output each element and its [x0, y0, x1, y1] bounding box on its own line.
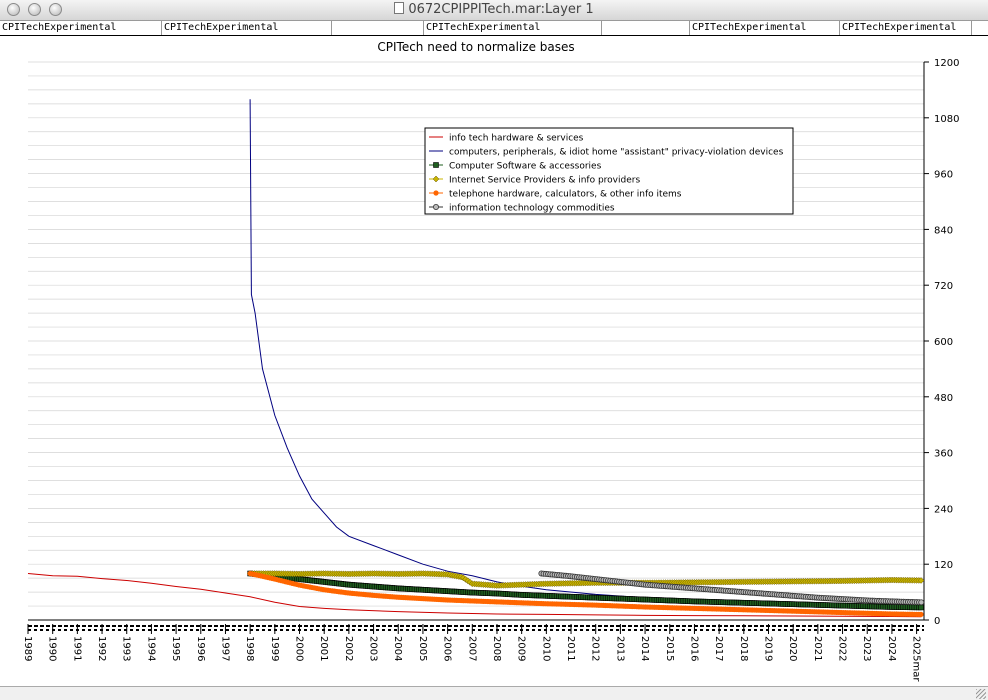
legend-label: computers, peripherals, & idiot home "as… — [449, 148, 784, 158]
window-title: 0672CPIPPITech.mar:Layer 1 — [0, 2, 988, 17]
x-tick-label: 2005 — [417, 636, 428, 661]
x-tick-label: 2011 — [565, 636, 576, 661]
layer-tab[interactable] — [332, 21, 424, 35]
window-title-text: 0672CPIPPITech.mar:Layer 1 — [408, 2, 594, 17]
x-tick-label: 2022 — [837, 636, 848, 661]
y-tick-label: 960 — [934, 170, 953, 181]
axes: 0 120 240 360 480 600 720 840 960 1080 1200 1989 199… — [22, 58, 959, 682]
layer-tab[interactable]: CPITechExperimental — [0, 21, 162, 35]
chart-canvas: CPITech need to normalize bases 0 120 240 3… — [22, 40, 959, 682]
status-bar — [0, 686, 988, 700]
x-tick-label: 1991 — [71, 636, 82, 661]
plot-area: CPITech need to normalize bases 0 120 240 3… — [0, 36, 988, 686]
x-tick-label: 2010 — [540, 636, 551, 661]
x-tick-label: 1992 — [96, 636, 107, 661]
layer-tab[interactable]: CPITechExperimental — [424, 21, 602, 35]
legend-label: information technology commodities — [449, 204, 615, 214]
x-tick-label: 1997 — [219, 636, 230, 661]
x-tick-label: 1996 — [195, 636, 206, 661]
x-tick-label: 1994 — [145, 636, 156, 661]
y-tick-label: 1200 — [934, 58, 959, 69]
x-tick-label: 2009 — [516, 636, 527, 661]
layer-tab-bar: CPITechExperimental CPITechExperimental … — [0, 21, 988, 36]
x-tick-label: 1989 — [22, 636, 33, 661]
data-point — [433, 162, 439, 168]
x-tick-label: 2016 — [688, 636, 699, 661]
data-point — [918, 599, 925, 606]
x-tick-label: 2006 — [442, 636, 453, 661]
x-tick-label: 2017 — [713, 636, 724, 661]
y-tick-label: 1080 — [934, 114, 959, 125]
x-tick-label: 2003 — [368, 636, 379, 661]
y-tick-label: 480 — [934, 393, 953, 404]
series-line — [27, 573, 922, 618]
close-window-button[interactable] — [7, 3, 20, 16]
resize-grip-icon[interactable] — [976, 689, 986, 699]
x-tick-label: 1993 — [121, 636, 132, 661]
layer-tab[interactable]: CPITechExperimental — [690, 21, 840, 35]
data-point — [917, 577, 925, 584]
chart-title: CPITech need to normalize bases — [377, 40, 574, 54]
x-tick-label: 2023 — [861, 636, 872, 661]
y-tick-label: 120 — [934, 560, 953, 571]
legend-label: Internet Service Providers & info provid… — [449, 176, 640, 186]
y-tick-label: 0 — [934, 616, 940, 627]
x-tick-label: 2002 — [343, 636, 354, 661]
legend-label: Computer Software & accessories — [449, 162, 602, 172]
x-tick-label: 2015 — [664, 636, 675, 661]
minimize-window-button[interactable] — [28, 3, 41, 16]
document-icon — [394, 2, 405, 14]
y-tick-label: 240 — [934, 504, 953, 515]
legend: info tech hardware & services computers, … — [424, 127, 794, 215]
x-tick-label: 2019 — [762, 636, 773, 661]
data-point — [432, 175, 440, 183]
legend-box — [424, 127, 794, 215]
x-tick-label: 2020 — [787, 636, 798, 661]
zoom-window-button[interactable] — [49, 3, 62, 16]
series-group — [247, 570, 924, 618]
window-titlebar: 0672CPIPPITech.mar:Layer 1 — [0, 0, 988, 21]
y-tick-label: 600 — [934, 337, 953, 348]
series-layer — [27, 99, 925, 618]
legend-label: info tech hardware & services — [449, 134, 584, 144]
x-tick-label: 2021 — [812, 636, 823, 661]
data-point — [918, 611, 924, 618]
x-tick-label: 2007 — [466, 636, 477, 661]
x-tick-label: 2014 — [639, 636, 650, 661]
x-tick-label: 1998 — [244, 636, 255, 661]
x-tick-label: 2001 — [318, 636, 329, 661]
y-tick-label: 720 — [934, 281, 953, 292]
data-point — [433, 190, 439, 196]
gridlines — [28, 61, 924, 621]
series-group — [538, 570, 925, 606]
legend-label: telephone hardware, calculators, & other… — [449, 190, 682, 200]
x-tick-label: 2000 — [294, 636, 305, 661]
y-tick-label: 360 — [934, 449, 953, 460]
x-tick-label: 2025mar — [911, 636, 922, 682]
data-point — [918, 604, 924, 611]
x-tick-label: 1999 — [269, 636, 280, 661]
layer-tab[interactable] — [602, 21, 690, 35]
layer-tab[interactable]: CPITechExperimental — [840, 21, 972, 35]
data-point — [432, 203, 439, 210]
x-tick-label: 2018 — [738, 636, 749, 661]
x-tick-label: 2004 — [392, 636, 403, 661]
x-tick-label: 2012 — [590, 636, 601, 661]
series-group — [27, 573, 922, 618]
x-tick-label: 2013 — [614, 636, 625, 661]
x-tick-label: 1995 — [170, 636, 181, 661]
x-tick-label: 1990 — [47, 636, 58, 661]
x-tick-label: 2008 — [491, 636, 502, 661]
x-tick-label: 2024 — [886, 636, 897, 661]
y-tick-label: 840 — [934, 225, 953, 236]
layer-tab[interactable]: CPITechExperimental — [162, 21, 332, 35]
